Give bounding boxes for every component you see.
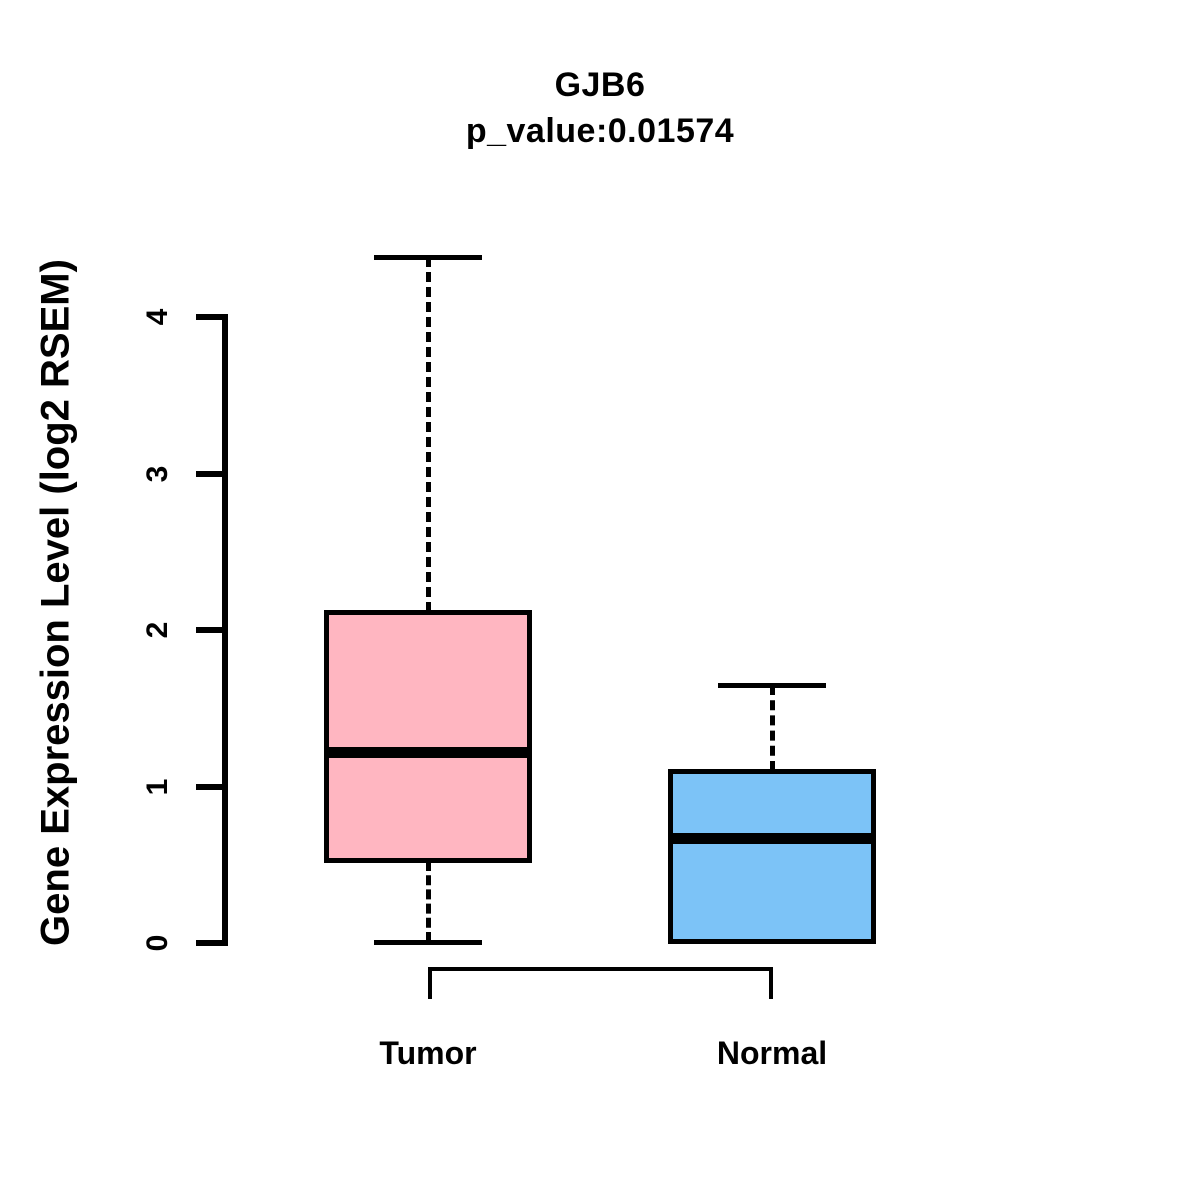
normal-box: [668, 769, 876, 944]
y-axis-line: [222, 314, 228, 946]
y-axis-tick-label-1: 1: [141, 778, 174, 796]
x-axis-line: [428, 967, 773, 971]
y-axis-tick-0: [196, 940, 224, 946]
y-axis-label: Gene Expression Level (log2 RSEM): [33, 259, 78, 946]
x-axis-tick-label-normal: Normal: [716, 1035, 828, 1071]
y-axis-tick-2: [196, 627, 224, 633]
tumor-upper-whisker-line: [426, 256, 431, 612]
chart-subtitle-pvalue: p_value:0.01574: [465, 112, 735, 150]
tumor-box: [324, 609, 532, 863]
y-axis-tick-label-3: 3: [141, 465, 174, 483]
normal-median-line: [668, 832, 876, 844]
y-axis-tick-4: [196, 314, 224, 320]
x-axis-tick-label-tumor: Tumor: [379, 1035, 477, 1071]
tumor-lower-whisker-line: [426, 860, 431, 942]
y-axis-tick-label-2: 2: [141, 621, 174, 639]
y-axis-tick-label-0: 0: [141, 934, 174, 952]
tumor-lower-whisker-cap: [374, 940, 482, 945]
x-axis-tick-tumor: [428, 967, 432, 999]
normal-upper-whisker-line: [770, 685, 775, 772]
y-axis-tick-1: [196, 784, 224, 790]
x-axis-tick-normal: [769, 967, 773, 999]
y-axis-tick-label-4: 4: [141, 308, 174, 326]
chart-title: GJB6: [554, 66, 646, 104]
tumor-median-line: [324, 746, 532, 758]
y-axis-tick-3: [196, 471, 224, 477]
chart-title-block: GJB6 p_value:0.01574: [0, 62, 1200, 154]
